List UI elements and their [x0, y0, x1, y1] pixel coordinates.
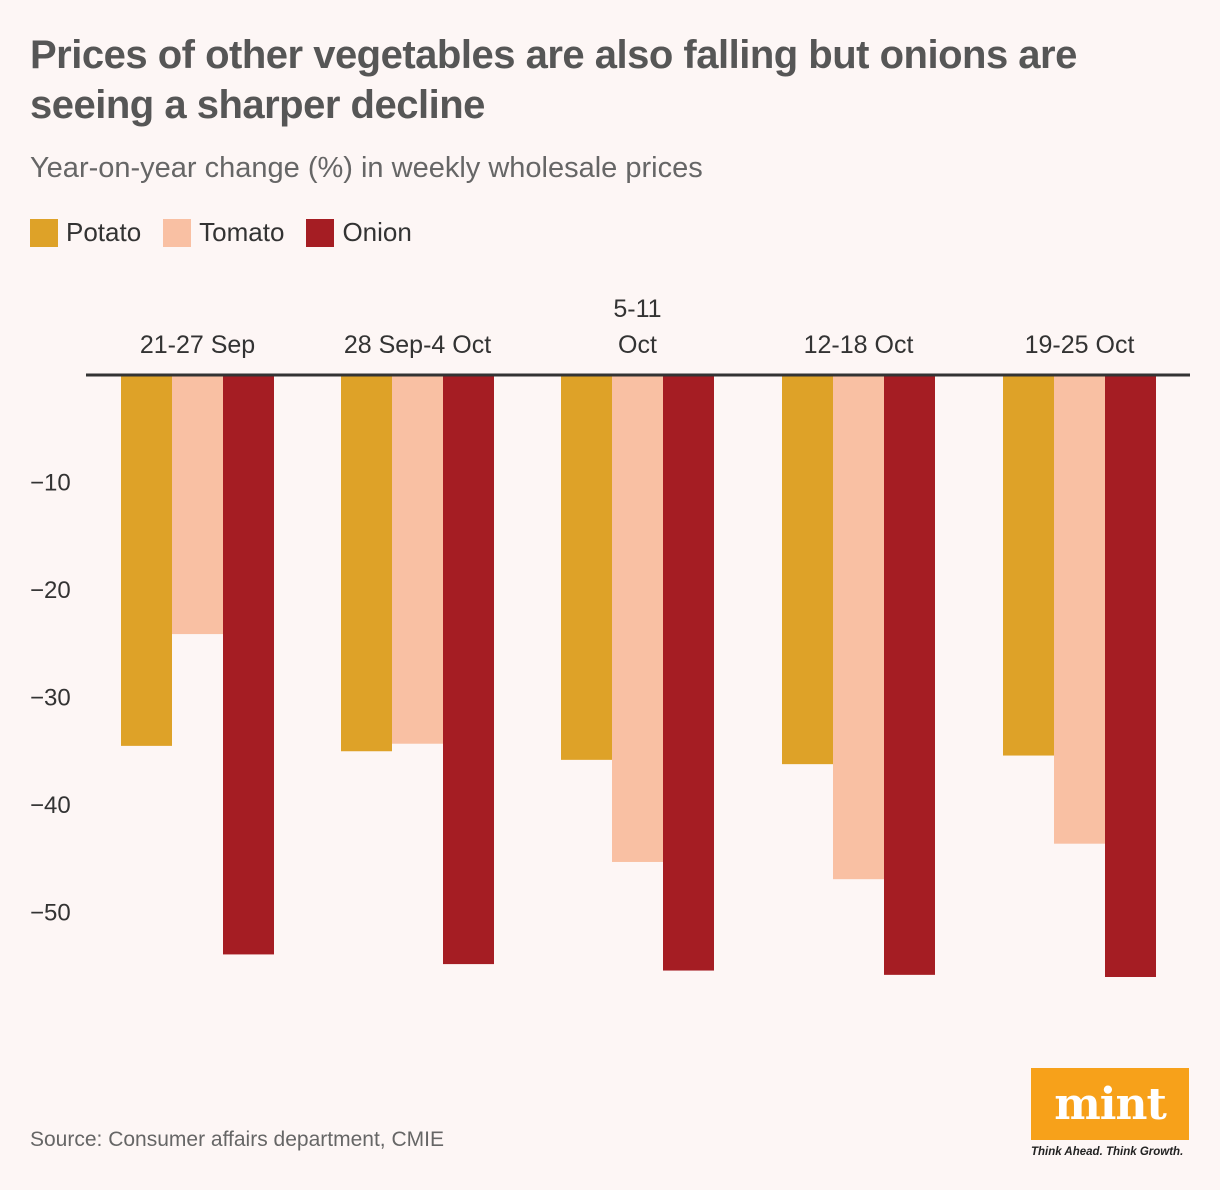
bar-potato: [341, 375, 392, 752]
bar-tomato: [172, 375, 223, 635]
bar-potato: [121, 375, 172, 746]
category-label: Oct: [618, 331, 657, 359]
category-label: 28 Sep-4 Oct: [344, 331, 491, 359]
legend-item-potato: Potato: [30, 217, 141, 248]
mint-logo: mint Think Ahead. Think Growth.: [1031, 1068, 1191, 1158]
bar-chart: −10 −20 −30 −40 −50 21-27 Sep 28 Sep-4 Oct 5-11…: [30, 295, 1190, 977]
category-label: 21-27 Sep: [140, 331, 255, 359]
legend-label-tomato: Tomato: [199, 217, 285, 247]
bar-onion: [1105, 375, 1156, 977]
bar-potato: [561, 375, 612, 760]
y-tick-label: −50: [30, 900, 71, 927]
bar-tomato: [833, 375, 884, 880]
bar-potato: [782, 375, 833, 765]
bar-onion: [443, 375, 494, 965]
bar-potato: [1003, 375, 1054, 756]
logo-tagline: Think Ahead. Think Growth.: [1031, 1146, 1184, 1158]
bar-tomato: [612, 375, 663, 862]
bar-tomato: [392, 375, 443, 744]
y-tick-label: −20: [30, 577, 71, 604]
legend-label-onion: Onion: [342, 217, 412, 247]
legend-swatch-tomato: [163, 218, 192, 247]
bar-tomato: [1054, 375, 1105, 844]
bar-onion: [884, 375, 935, 975]
y-tick-label: −30: [30, 685, 71, 712]
y-tick-label: −10: [30, 470, 71, 497]
legend-item-tomato: Tomato: [163, 217, 284, 248]
bar-onion: [223, 375, 274, 955]
legend-swatch-onion: [306, 218, 335, 247]
legend: Potato Tomato Onion: [30, 217, 412, 248]
logo-wordmark: mint: [1031, 1068, 1189, 1140]
chart-title: Prices of other vegetables are also fall…: [30, 33, 1077, 127]
legend-item-onion: Onion: [306, 217, 412, 248]
category-label: 5-11: [613, 295, 661, 323]
category-label: 19-25 Oct: [1025, 331, 1135, 359]
category-label: 12-18 Oct: [804, 331, 914, 359]
bar-onion: [663, 375, 714, 971]
legend-label-potato: Potato: [66, 217, 142, 247]
legend-swatch-potato: [30, 218, 58, 247]
chart-subtitle: Year-on-year change (%) in weekly wholes…: [30, 152, 703, 184]
y-tick-label: −40: [30, 792, 71, 819]
source-note: Source: Consumer affairs department, CMI…: [30, 1128, 444, 1151]
